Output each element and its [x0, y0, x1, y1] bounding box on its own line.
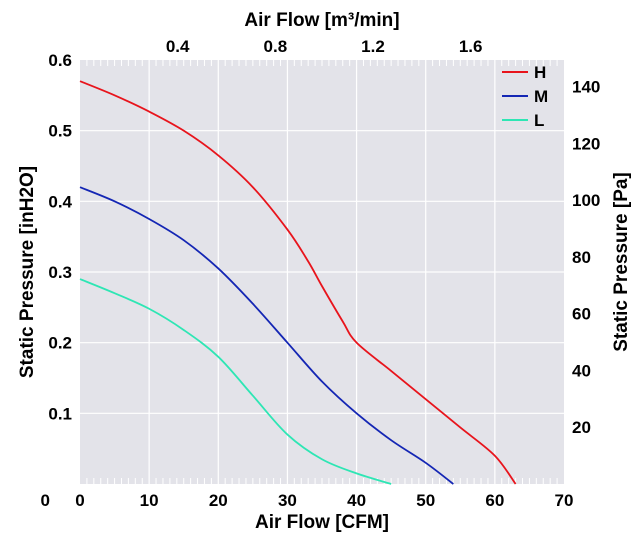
x2-axis-title: Air Flow [m³/min]: [244, 10, 399, 31]
series-line-m: [79, 186, 454, 485]
x2-tick-label: 1.6: [459, 37, 483, 56]
y-tick-label-zero: 0: [41, 491, 50, 510]
series-line-l: [79, 278, 392, 485]
grid-lines: [80, 60, 564, 484]
x-tick-label: 20: [209, 491, 228, 510]
x-tick-label: 50: [416, 491, 435, 510]
y-tick-label: 0.3: [48, 263, 72, 282]
series-lines: [79, 80, 517, 485]
x-tick-label: 70: [555, 491, 574, 510]
tick-labels: 0 10 20 30 40 50 60 70 0.4 0.8 1.2 1.6 0.1 0.2 0.3 0.4 0…: [41, 37, 601, 510]
y2-tick-label: 40: [572, 361, 591, 380]
y2-tick-label: 60: [572, 305, 591, 324]
y2-tick-label: 100: [572, 191, 600, 210]
x2-tick-label: 1.2: [361, 37, 385, 56]
x-tick-label: 0: [75, 491, 84, 510]
y-tick-label: 0.1: [48, 404, 72, 423]
y-tick-label: 0.4: [48, 192, 72, 211]
x-tick-label: 60: [485, 491, 504, 510]
legend-label-m: M: [534, 87, 548, 106]
y2-tick-label: 120: [572, 134, 600, 153]
x2-tick-label: 0.4: [166, 37, 190, 56]
y2-tick-label: 20: [572, 418, 591, 437]
y2-tick-label: 140: [572, 78, 600, 97]
y-tick-label: 0.2: [48, 334, 72, 353]
x-tick-label: 40: [347, 491, 366, 510]
legend: HML: [502, 63, 548, 130]
legend-label-l: L: [534, 111, 544, 130]
legend-label-h: H: [534, 63, 546, 82]
y-tick-label: 0.6: [48, 51, 72, 70]
y2-tick-label: 80: [572, 248, 591, 267]
y-axis-title: Static Pressure [inH2O]: [17, 166, 38, 378]
y2-axis-title: Static Pressure [Pa]: [611, 172, 632, 352]
series-line-h: [79, 80, 517, 485]
x-axis-title: Air Flow [CFM]: [255, 512, 389, 533]
x-tick-label: 30: [278, 491, 297, 510]
x-tick-label: 10: [140, 491, 159, 510]
x2-tick-label: 0.8: [264, 37, 288, 56]
y-tick-label: 0.5: [48, 122, 72, 141]
